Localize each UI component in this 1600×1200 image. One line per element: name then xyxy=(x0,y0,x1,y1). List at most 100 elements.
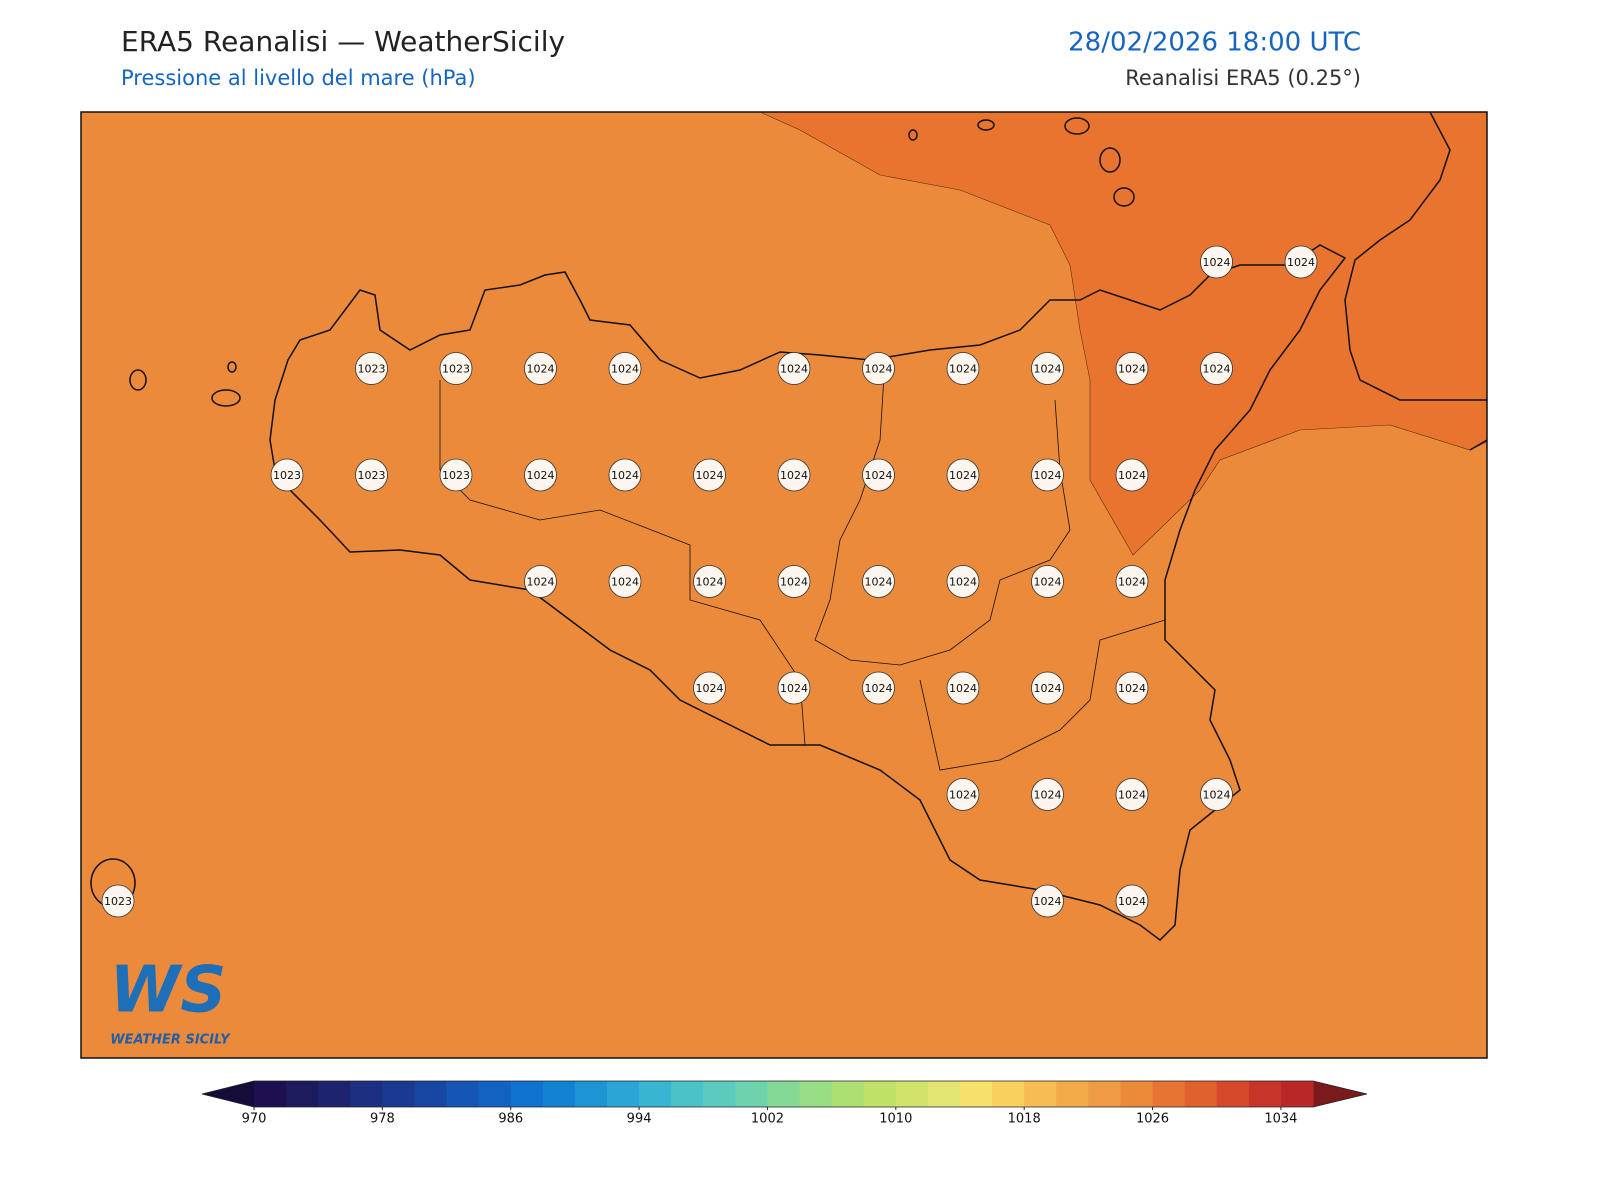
colorbar-segment xyxy=(350,1081,383,1107)
station-marker xyxy=(946,565,980,598)
colorbar-segment xyxy=(414,1081,448,1107)
station-marker xyxy=(1200,352,1233,385)
colorbar-segment xyxy=(510,1081,544,1107)
station-value: 1024 xyxy=(611,469,639,482)
station-value: 1023 xyxy=(442,363,470,376)
station-value: 1024 xyxy=(865,469,893,482)
station-marker xyxy=(1284,245,1318,279)
station-value: 1024 xyxy=(527,363,555,376)
station-marker xyxy=(439,458,473,492)
calabria-coast xyxy=(1344,112,1487,451)
station-value: 1024 xyxy=(1287,256,1315,269)
colorbar-segment xyxy=(286,1081,319,1107)
subtitle: Pressione al livello del mare (hPa) xyxy=(121,66,476,90)
colorbar-under xyxy=(202,1081,254,1107)
station-value: 1024 xyxy=(780,576,808,589)
station-marker xyxy=(777,671,811,705)
station-value: 1023 xyxy=(358,363,386,376)
sicily-coast xyxy=(269,244,1347,941)
station-marker xyxy=(1031,884,1064,918)
station-marker xyxy=(270,458,304,492)
station-value: 1024 xyxy=(780,469,808,482)
station-value: 1024 xyxy=(865,363,893,376)
colorbar-segment xyxy=(639,1081,672,1107)
colorbar-segment xyxy=(992,1081,1025,1107)
station-marker xyxy=(1031,352,1064,385)
station-marker xyxy=(693,671,726,705)
station-marker xyxy=(1031,565,1064,598)
station-value: 1024 xyxy=(1203,363,1231,376)
station-value: 1024 xyxy=(1118,895,1146,908)
colorbar-tick-label: 1002 xyxy=(751,1112,784,1127)
station-value: 1023 xyxy=(358,469,386,482)
station-value: 1024 xyxy=(1034,469,1062,482)
station-marker xyxy=(355,352,388,385)
colorbar-tick-label: 1026 xyxy=(1136,1112,1169,1127)
station-marker xyxy=(1031,458,1064,492)
colorbar-segment xyxy=(895,1081,929,1107)
station-value: 1024 xyxy=(696,576,724,589)
station-marker xyxy=(1115,778,1149,811)
colorbar-segment xyxy=(318,1081,351,1107)
station-value: 1023 xyxy=(273,469,301,482)
station-marker xyxy=(355,458,388,492)
colorbar-tick-label: 1034 xyxy=(1264,1112,1297,1127)
station-value: 1024 xyxy=(1118,682,1146,695)
datetime: 28/02/2026 18:00 UTC xyxy=(1068,28,1361,58)
station-value: 1024 xyxy=(696,469,724,482)
station-value: 1024 xyxy=(1034,682,1062,695)
station-marker xyxy=(777,565,811,598)
station-marker xyxy=(1115,352,1149,385)
station-value: 1024 xyxy=(949,363,977,376)
station-marker xyxy=(1115,458,1149,492)
station-marker xyxy=(524,458,557,492)
colorbar-segment xyxy=(671,1081,704,1107)
station-value: 1024 xyxy=(865,576,893,589)
station-marker xyxy=(608,565,642,598)
colorbar-tick-label: 994 xyxy=(627,1112,652,1127)
station-value: 1024 xyxy=(1203,256,1231,269)
logo: WS WEATHER SICILY xyxy=(110,954,232,1048)
colorbar-segment xyxy=(1216,1081,1250,1107)
station-marker xyxy=(524,565,557,598)
colorbar-tick-label: 970 xyxy=(242,1112,267,1127)
source: Reanalisi ERA5 (0.25°) xyxy=(1125,66,1361,90)
station-value: 1023 xyxy=(104,895,132,908)
station-marker xyxy=(693,565,726,598)
station-value: 1024 xyxy=(949,789,977,802)
station-marker xyxy=(1115,884,1149,918)
station-value: 1024 xyxy=(1034,789,1062,802)
station-value: 1024 xyxy=(949,469,977,482)
station-marker xyxy=(439,352,473,385)
logo-mark: WS xyxy=(110,954,227,1028)
station-marker xyxy=(946,352,980,385)
colorbar-segment xyxy=(799,1081,833,1107)
station-marker xyxy=(777,458,811,492)
colorbar-segment xyxy=(1024,1081,1057,1107)
station-value: 1024 xyxy=(949,682,977,695)
colorbar-segment xyxy=(1248,1081,1282,1107)
colorbar-segment xyxy=(1056,1081,1089,1107)
colorbar-segment xyxy=(1184,1081,1218,1107)
station-marker xyxy=(777,352,811,385)
colorbar-segment xyxy=(1280,1081,1314,1107)
station-value: 1024 xyxy=(1118,469,1146,482)
colorbar-segment xyxy=(382,1081,415,1107)
station-marker xyxy=(946,458,980,492)
station-value: 1024 xyxy=(527,576,555,589)
station-value: 1024 xyxy=(1118,363,1146,376)
colorbar-segment xyxy=(1088,1081,1121,1107)
station-marker xyxy=(693,458,726,492)
station-marker xyxy=(862,458,895,492)
logo-caption: WEATHER SICILY xyxy=(110,1033,231,1048)
station-marker xyxy=(1115,565,1149,598)
station-marker xyxy=(1200,778,1233,811)
station-marker xyxy=(946,778,980,811)
station-value: 1024 xyxy=(1118,576,1146,589)
colorbar-tick-label: 1010 xyxy=(879,1112,912,1127)
station-value: 1024 xyxy=(1203,789,1231,802)
station-value: 1024 xyxy=(780,682,808,695)
station-value: 1024 xyxy=(1034,895,1062,908)
station-marker xyxy=(1031,778,1064,811)
